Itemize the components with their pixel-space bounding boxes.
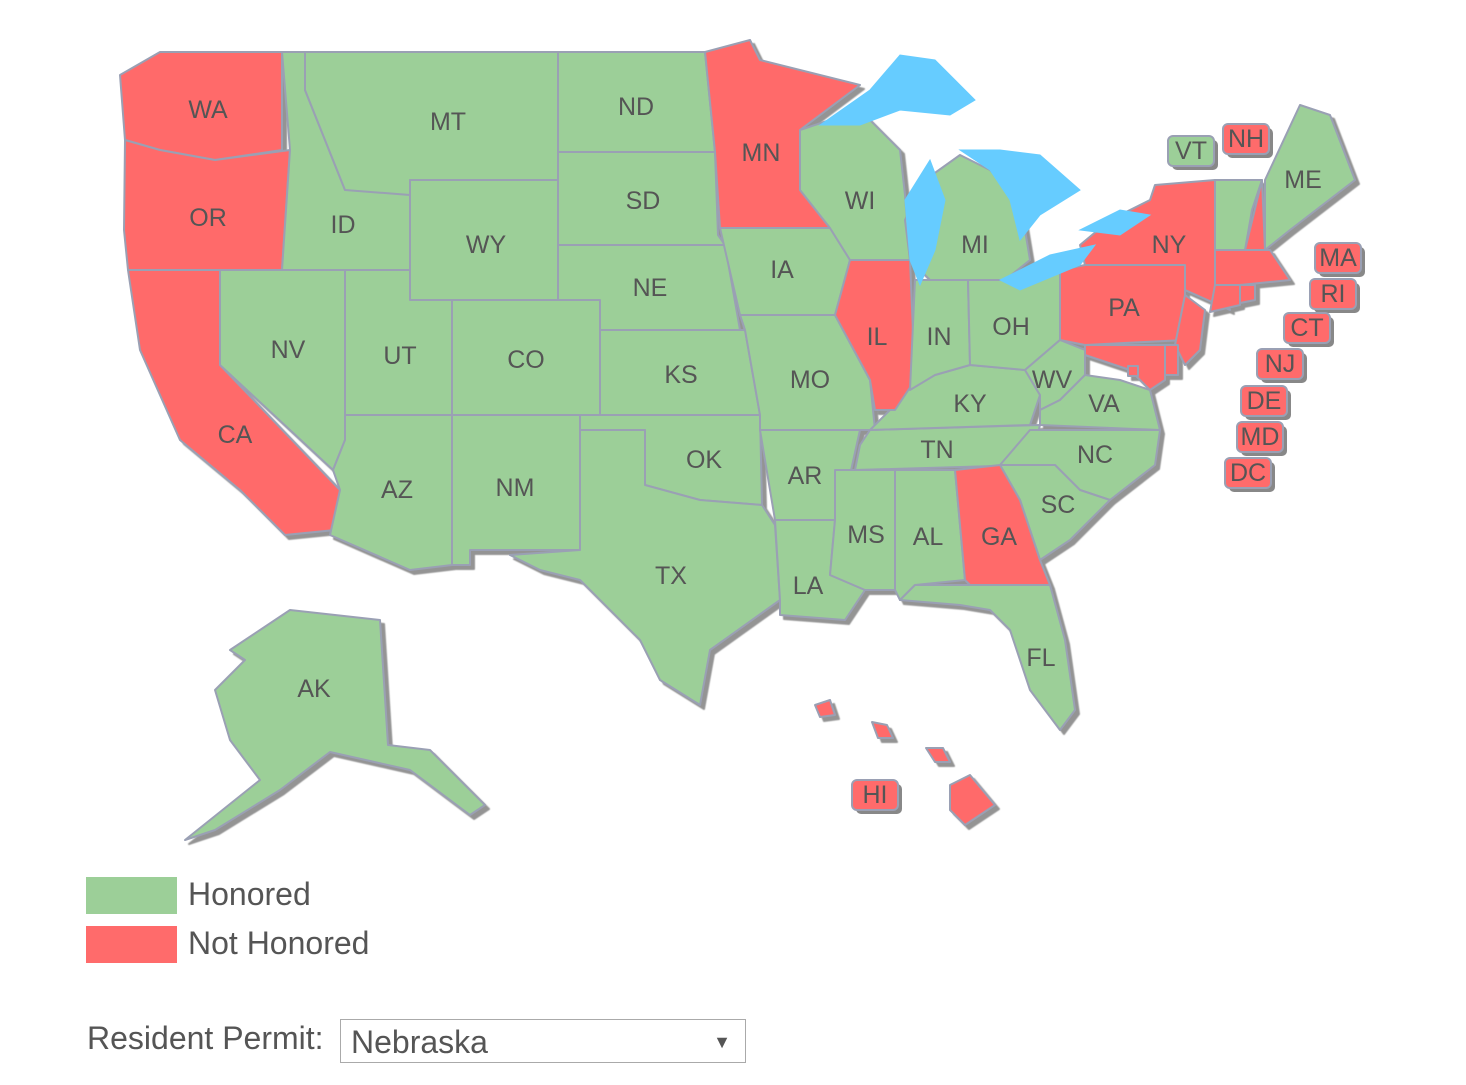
state-wy[interactable] <box>409 179 559 301</box>
state-hi-part[interactable] <box>871 721 894 739</box>
legend-label-not-honored: Not Honored <box>188 925 370 961</box>
state-tx[interactable] <box>509 429 781 706</box>
state-ri[interactable] <box>1239 284 1256 304</box>
state-sd[interactable] <box>557 151 726 246</box>
state-az[interactable] <box>329 414 453 571</box>
state-hi-part[interactable] <box>814 699 836 718</box>
state-wa[interactable] <box>119 51 283 161</box>
state-de[interactable] <box>1164 344 1179 376</box>
state-or[interactable] <box>123 139 291 271</box>
state-hi-part[interactable] <box>925 747 951 763</box>
resident-permit-select[interactable]: Nebraska ▼ <box>340 1019 746 1063</box>
state-nm[interactable] <box>451 414 581 566</box>
state-ks[interactable] <box>599 329 761 416</box>
state-label-box-dc[interactable] <box>1224 457 1272 489</box>
great-lake <box>904 158 946 287</box>
state-md[interactable] <box>1084 344 1166 391</box>
state-me[interactable] <box>1264 104 1356 251</box>
state-label-box-de[interactable] <box>1240 385 1288 417</box>
state-hi[interactable] <box>949 774 996 826</box>
legend-swatch-not-honored <box>86 926 177 963</box>
state-label-box-vt[interactable] <box>1167 135 1215 167</box>
legend-swatch-honored <box>86 877 177 914</box>
state-label-box-md[interactable] <box>1236 421 1284 453</box>
dropdown-arrow-icon: ▼ <box>713 1032 731 1052</box>
resident-permit-label: Resident Permit: <box>87 1020 324 1056</box>
state-label-box-hi[interactable] <box>851 779 899 811</box>
great-lake <box>998 244 1097 291</box>
legend-label-honored: Honored <box>188 876 311 912</box>
state-va[interactable] <box>1039 374 1161 431</box>
state-mt[interactable] <box>304 51 559 196</box>
state-il[interactable] <box>834 259 916 411</box>
state-ga[interactable] <box>954 464 1051 586</box>
state-ct[interactable] <box>1209 284 1241 313</box>
state-ak[interactable] <box>184 609 486 841</box>
state-al[interactable] <box>894 469 966 601</box>
state-ms[interactable] <box>829 469 896 591</box>
state-dc[interactable] <box>1127 365 1139 377</box>
state-label-box-nh[interactable] <box>1222 123 1270 155</box>
state-label-box-ri[interactable] <box>1309 278 1357 310</box>
great-lake <box>818 54 976 126</box>
state-ia[interactable] <box>719 227 851 316</box>
state-fl[interactable] <box>899 584 1076 731</box>
state-nd[interactable] <box>557 51 716 153</box>
state-nj[interactable] <box>1174 294 1206 366</box>
state-co[interactable] <box>451 299 601 416</box>
great-lake <box>958 149 1081 242</box>
state-ma[interactable] <box>1214 249 1291 286</box>
state-pa[interactable] <box>1059 264 1186 346</box>
great-lake <box>1078 209 1152 236</box>
state-vt[interactable] <box>1214 179 1263 251</box>
state-label-box-nj[interactable] <box>1256 348 1304 380</box>
resident-permit-value: Nebraska <box>351 1024 488 1060</box>
state-label-box-ma[interactable] <box>1314 242 1362 274</box>
state-label-box-ct[interactable] <box>1283 312 1331 344</box>
